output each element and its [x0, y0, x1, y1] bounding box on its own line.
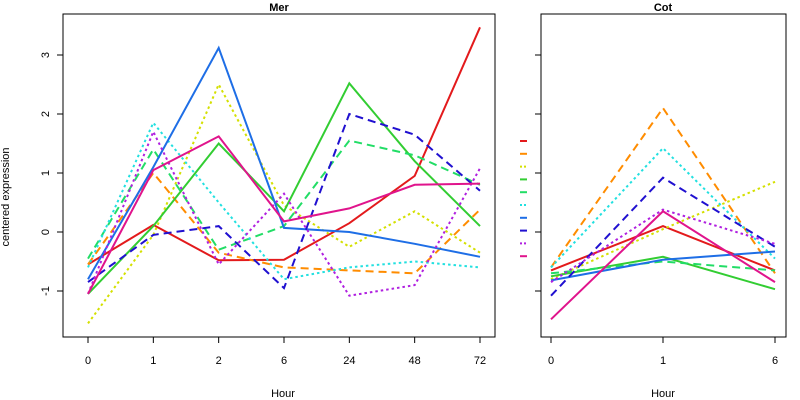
y-axis-label: centered expression	[0, 147, 12, 246]
panel-mer-frame	[62, 13, 496, 338]
series-line-7	[87, 45, 481, 280]
panel-mer-y-axis: -1 0 1 2 3	[40, 52, 63, 296]
y-tick-label: 2	[40, 111, 52, 117]
y-tick-label: -1	[40, 286, 52, 296]
x-tick-label: 1	[150, 355, 156, 367]
series-line-4	[550, 255, 776, 291]
panel-mer-title: Mer	[269, 2, 289, 14]
x-tick-label: 24	[343, 355, 355, 367]
series-line-8	[550, 176, 776, 297]
series-line-10	[87, 135, 481, 295]
series-line-2	[550, 106, 776, 274]
series-line-5	[550, 260, 776, 275]
x-tick-label: 6	[281, 355, 287, 367]
series-line-10	[550, 210, 776, 321]
x-tick-label: 0	[85, 355, 91, 367]
x-tick-label: 72	[474, 355, 486, 367]
series-line-5	[87, 139, 481, 260]
series-line-9	[87, 129, 481, 297]
panel-mer: Mer -1 0 1 2 3 0 1 2 6 24 48 72 Hour centered expr…	[0, 2, 496, 400]
x-tick-label: 1	[660, 355, 666, 367]
panel-mer-x-label: Hour	[271, 388, 295, 400]
panel-cot-series	[550, 106, 776, 321]
series-line-2	[87, 171, 481, 275]
series-line-6	[550, 146, 776, 269]
x-tick-label: 2	[216, 355, 222, 367]
series-line-3	[550, 180, 776, 281]
panel-cot-title: Cot	[654, 2, 673, 14]
panel-cot-x-axis: 0 1 6	[548, 337, 778, 367]
panel-mer-x-axis: 0 1 2 6 24 48 72	[85, 337, 486, 367]
y-tick-label: 0	[40, 229, 52, 235]
panel-cot-frame	[540, 13, 787, 338]
x-tick-label: 0	[548, 355, 554, 367]
series-line-8	[87, 112, 481, 290]
legend-key	[520, 140, 527, 258]
series-line-7	[550, 250, 776, 282]
series-line-3	[87, 82, 481, 324]
x-tick-label: 48	[409, 355, 421, 367]
y-tick-label: 3	[40, 52, 52, 58]
series-line-4	[87, 81, 481, 295]
series-line-9	[550, 208, 776, 283]
panel-cot: Cot 0 1 6 Hour	[535, 2, 787, 400]
series-line-6	[87, 120, 481, 281]
panel-cot-x-label: Hour	[651, 388, 675, 400]
panel-cot-y-axis	[535, 54, 541, 292]
x-tick-label: 6	[772, 355, 778, 367]
panel-mer-series	[87, 26, 481, 324]
y-tick-label: 1	[40, 170, 52, 176]
